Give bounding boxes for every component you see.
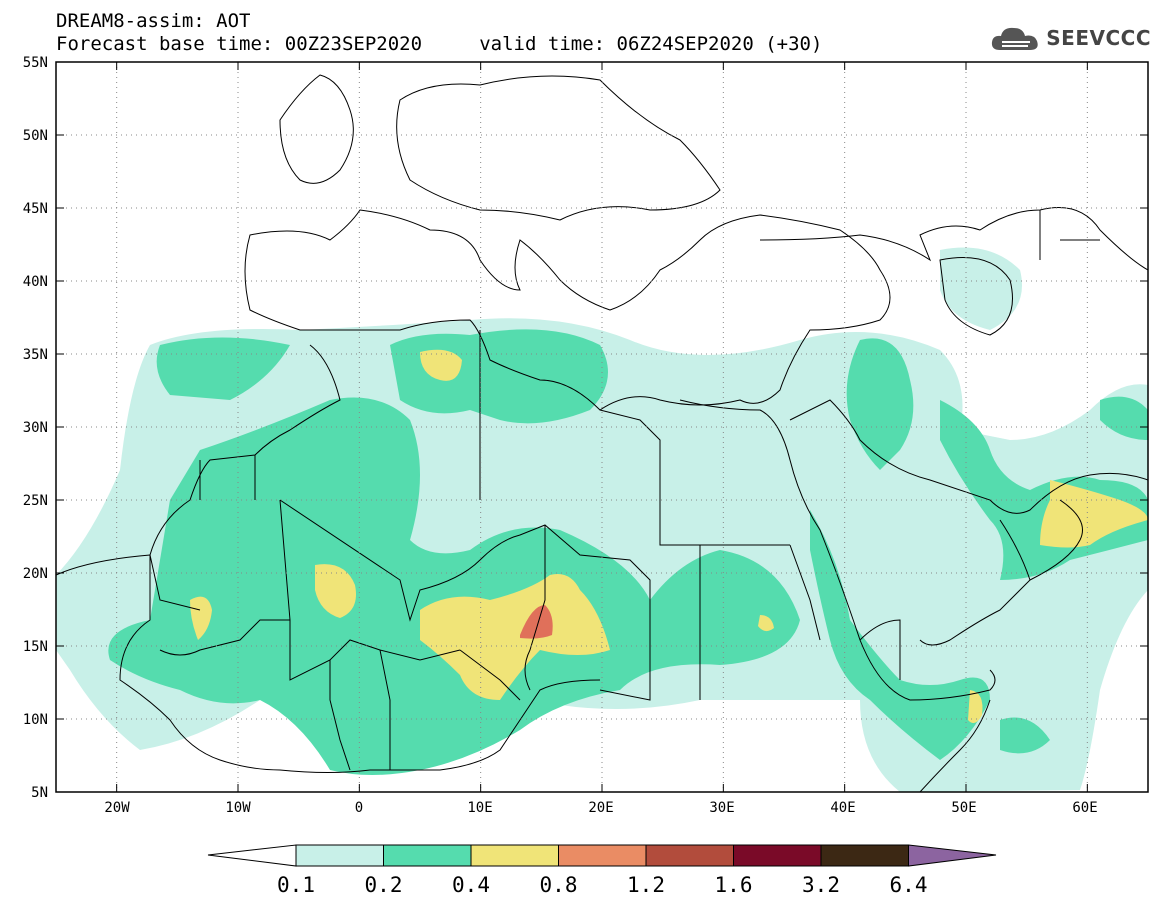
seevccc-logo: SEEVCCC <box>990 24 1151 52</box>
logo-text: SEEVCCC <box>1046 26 1151 50</box>
lat-label: 50N <box>23 128 48 144</box>
aot-level-0.4 <box>190 349 1148 724</box>
colorbar-label: 1.6 <box>714 873 753 897</box>
axis-ticks <box>56 62 1148 792</box>
colorbar-label: 1.2 <box>627 873 665 897</box>
lon-label: 30E <box>709 800 734 816</box>
lon-label: 10W <box>225 800 251 816</box>
longitude-labels: 20W 10W 0 10E 20E 30E 40E 50E 60E <box>104 800 1097 816</box>
colorbar-swatch <box>820 844 909 867</box>
colorbar-label: 6.4 <box>889 873 928 897</box>
colorbar-label: 0.1 <box>277 873 315 897</box>
colorbar-label: 0.2 <box>364 873 403 897</box>
lat-label: 15N <box>23 639 48 655</box>
colorbar-lower-arrow <box>207 844 297 867</box>
colorbar-label: 0.4 <box>452 873 490 897</box>
lat-label: 35N <box>23 347 48 363</box>
colorbar-upper-arrow <box>908 844 997 867</box>
lon-label: 60E <box>1072 800 1097 816</box>
lon-label: 0 <box>355 800 363 816</box>
lon-label: 20W <box>104 800 130 816</box>
forecast-time-line: Forecast base time: 00Z23SEP2020 valid t… <box>56 33 823 55</box>
cloud-icon <box>992 27 1038 50</box>
aot-level-0.8 <box>520 605 553 639</box>
aot-level-0.2 <box>108 329 1148 775</box>
colorbar-swatch <box>645 844 734 867</box>
colorbar-swatch <box>733 844 822 867</box>
latitude-labels: 55N 50N 45N 40N 35N 30N 25N 20N 15N 10N … <box>23 55 48 801</box>
aot-field <box>56 247 1148 792</box>
colorbar-swatch <box>470 844 559 867</box>
lat-label: 30N <box>23 420 48 436</box>
lon-label: 10E <box>467 800 492 816</box>
lat-label: 5N <box>31 785 48 801</box>
lat-label: 55N <box>23 55 48 71</box>
colorbar-swatch <box>295 844 384 867</box>
lon-label: 50E <box>951 800 976 816</box>
colorbar-swatch <box>558 844 647 867</box>
lon-label: 40E <box>830 800 855 816</box>
colorbar-label: 3.2 <box>802 873 840 897</box>
colorbar-label: 0.8 <box>539 873 578 897</box>
colorbar-swatch <box>383 844 472 867</box>
lon-label: 20E <box>588 800 613 816</box>
coastlines <box>56 74 1148 792</box>
map-title: DREAM8-assim: AOT <box>56 10 251 32</box>
lat-label: 40N <box>23 274 48 290</box>
aot-colorbar <box>207 844 997 867</box>
lat-lon-grid <box>56 62 1148 792</box>
lat-label: 20N <box>23 566 48 582</box>
lat-label: 25N <box>23 493 48 509</box>
lat-label: 45N <box>23 201 48 217</box>
lat-label: 10N <box>23 712 48 728</box>
